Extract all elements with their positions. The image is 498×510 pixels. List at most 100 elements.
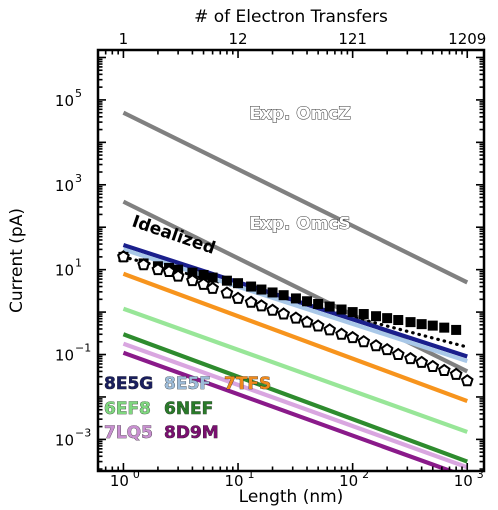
marker-filled-square-17 [324, 301, 335, 312]
y-tick-exponent: 3 [75, 172, 82, 185]
marker-filled-square-11 [256, 284, 267, 295]
marker-open-pentagon-28 [449, 367, 463, 380]
marker-open-pentagon-0 [117, 250, 130, 263]
marker-filled-square-7 [207, 272, 218, 283]
series-line-exp-omcz [122, 110, 469, 285]
marker-open-pentagon-14 [289, 311, 303, 324]
marker-open-pentagon-19 [346, 330, 360, 344]
top-tick-label: 121 [338, 30, 367, 48]
y-tick-exponent: −3 [75, 426, 91, 439]
marker-open-pentagon-23 [391, 347, 405, 360]
marker-open-pentagon-10 [244, 295, 258, 308]
x-tick-label: 10 [454, 472, 473, 490]
marker-open-pentagon-29 [460, 374, 474, 387]
marker-open-pentagon-22 [380, 342, 394, 356]
marker-open-pentagon-21 [369, 339, 383, 352]
marker-filled-square-12 [267, 287, 278, 298]
x-tick-label: 10 [339, 472, 358, 490]
y-tick-exponent: 5 [75, 87, 82, 100]
y-tick-label: 10 [55, 92, 74, 110]
x-tick-exponent: 0 [133, 468, 140, 481]
marker-open-pentagon-15 [300, 315, 314, 328]
legend-entry-8e5f: 8E5F [164, 374, 211, 394]
x-axis-title: Length (nm) [239, 487, 344, 507]
marker-filled-square-21 [371, 311, 382, 322]
x-tick-exponent: 1 [248, 468, 255, 481]
marker-filled-square-15 [302, 296, 313, 307]
series-line-7lq5 [122, 341, 468, 470]
marker-open-pentagon-8 [220, 286, 234, 299]
marker-open-pentagon-12 [266, 303, 279, 316]
marker-filled-square-8 [221, 275, 232, 286]
x-tick-exponent: 2 [362, 468, 369, 481]
legend-entry-7lq5: 7LQ5 [104, 423, 153, 443]
marker-open-pentagon-1 [137, 258, 151, 271]
axes-layer: 10 0 10 1 10 2 10 310 −310 −110 110 310 51 12 121 1209 [55, 30, 486, 490]
y-tick-label: 10 [55, 262, 74, 280]
marker-filled-square-28 [451, 324, 462, 335]
x-tick-label: 10 [224, 472, 243, 490]
top-axis-title: # of Electron Transfers [194, 7, 388, 27]
marker-filled-square-22 [382, 313, 393, 324]
marker-open-pentagon-25 [415, 355, 429, 368]
top-tick-label: 1 [119, 30, 129, 48]
marker-filled-square-10 [246, 281, 257, 292]
marker-filled-square-16 [313, 299, 324, 310]
series-label-exp-omcs: Exp. OmcS [249, 214, 351, 234]
marker-open-pentagon-9 [231, 291, 245, 304]
marker-open-pentagon-24 [404, 351, 417, 365]
marker-open-pentagon-4 [171, 269, 185, 282]
y-tick-label: 10 [55, 431, 74, 449]
marker-filled-square-18 [336, 304, 347, 315]
legend-entry-6ef8: 6EF8 [104, 399, 151, 419]
marker-filled-square-26 [427, 320, 438, 331]
marker-open-pentagon-18 [335, 327, 348, 340]
top-tick-label: 1209 [448, 30, 486, 48]
legend-entry-7tfs: 7TFS [224, 374, 271, 394]
top-tick-label: 12 [228, 30, 247, 48]
marker-filled-square-25 [416, 319, 427, 330]
x-tick-exponent: 3 [477, 468, 484, 481]
x-tick-label: 10 [110, 472, 129, 490]
series-line-6ef8 [122, 306, 468, 434]
marker-filled-square-19 [347, 307, 358, 318]
marker-filled-square-6 [198, 269, 209, 280]
marker-open-pentagon-2 [151, 262, 165, 276]
series-line-7tfs [122, 271, 468, 404]
y-tick-exponent: 1 [75, 257, 82, 270]
marker-open-pentagon-27 [437, 363, 451, 376]
marker-open-pentagon-13 [277, 307, 291, 320]
y-tick-exponent: −1 [75, 342, 91, 355]
marker-filled-square-24 [405, 317, 416, 328]
marker-open-pentagon-17 [323, 323, 337, 336]
y-tick-label: 10 [55, 177, 74, 195]
marker-filled-square-27 [439, 322, 450, 333]
marker-filled-square-14 [290, 293, 301, 304]
series-line-8d9m [122, 350, 457, 471]
series-label-exp-omcz: Exp. OmcZ [249, 104, 351, 124]
marker-open-pentagon-11 [255, 299, 268, 312]
legend-entry-8e5g: 8E5G [104, 374, 153, 394]
marker-open-pentagon-26 [426, 359, 440, 373]
marker-filled-square-23 [393, 315, 404, 326]
series-line-6nef [122, 332, 468, 464]
marker-open-pentagon-20 [357, 335, 371, 348]
markers-layer [117, 250, 474, 387]
marker-open-pentagon-3 [162, 264, 176, 278]
marker-open-pentagon-5 [186, 273, 199, 287]
marker-filled-square-9 [233, 278, 244, 289]
marker-open-pentagon-7 [206, 281, 220, 294]
legend-entry-6nef: 6NEF [164, 399, 213, 419]
legend-entry-8d9m: 8D9M [164, 423, 219, 443]
marker-filled-square-5 [187, 267, 198, 278]
marker-open-pentagon-6 [197, 277, 210, 290]
marker-filled-square-20 [358, 309, 369, 320]
y-tick-label: 10 [55, 347, 74, 365]
plot-frame [96, 48, 486, 473]
legend: 8E5G 8E5F 7TFS 6EF8 6NEF 7LQ5 8D9M [104, 374, 272, 444]
y-axis-title: Current (pA) [7, 208, 27, 313]
marker-filled-square-13 [278, 290, 289, 301]
marker-open-pentagon-16 [311, 319, 325, 332]
